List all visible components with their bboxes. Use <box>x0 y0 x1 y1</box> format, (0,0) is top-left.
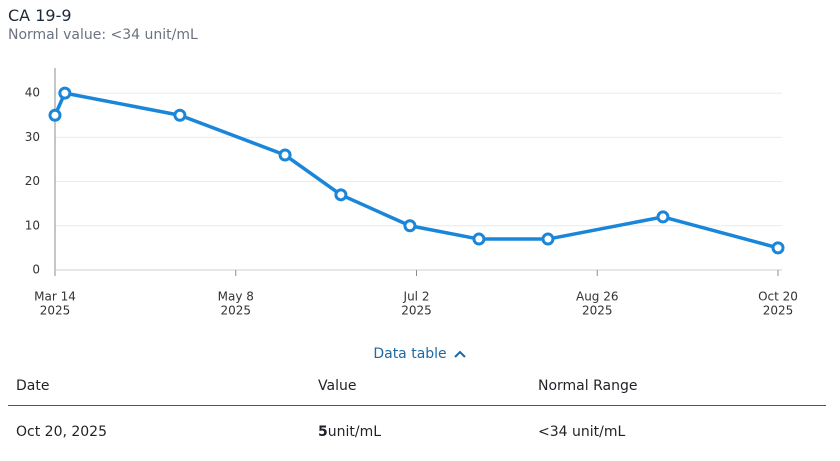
data-point <box>278 148 292 162</box>
data-point <box>771 241 785 255</box>
header-cell: Normal Range <box>538 378 638 394</box>
x-tick-label: 2025 <box>763 304 794 318</box>
x-tick-label: Oct 20 <box>758 290 798 304</box>
value-number: 5 <box>318 424 328 440</box>
y-tick-label: 10 <box>25 218 40 232</box>
data-point <box>472 232 486 246</box>
value-unit: unit/mL <box>327 424 382 440</box>
toggle-label: Data table <box>373 346 447 362</box>
data-point <box>48 108 62 122</box>
data-table-toggle[interactable]: Data table <box>0 346 840 362</box>
data-point <box>58 86 72 100</box>
data-point <box>656 210 670 224</box>
y-tick-label: 30 <box>25 130 40 144</box>
x-tick-label: Aug 26 <box>576 290 619 304</box>
y-tick-label: 0 <box>32 263 40 277</box>
x-tick-label: Mar 14 <box>34 290 76 304</box>
data-point <box>541 232 555 246</box>
x-tick-label: 2025 <box>40 304 71 318</box>
chart-title: CA 19-9 <box>8 6 72 25</box>
x-tick-label: May 8 <box>218 290 254 304</box>
cell-range: <34 unit/mL <box>538 424 626 440</box>
chart-subtitle: Normal value: <34 unit/mL <box>8 27 198 43</box>
cell-date: Oct 20, 2025 <box>16 424 107 440</box>
x-tick-label: 2025 <box>401 304 432 318</box>
header-cell: Value <box>318 378 357 394</box>
x-tick-label: Jul 2 <box>403 290 430 304</box>
data-point <box>173 108 187 122</box>
cell-value: 5unit/mL <box>318 424 381 440</box>
y-tick-label: 40 <box>25 86 40 100</box>
x-tick-label: 2025 <box>220 304 251 318</box>
table-header: Date Value Normal Range <box>8 378 826 406</box>
header-cell: Date <box>16 378 50 394</box>
y-tick-label: 20 <box>25 174 40 188</box>
data-line <box>53 91 779 250</box>
chevron-up <box>453 350 466 358</box>
x-tick-label: 2025 <box>582 304 613 318</box>
data-point <box>334 188 348 202</box>
data-point <box>403 219 417 233</box>
